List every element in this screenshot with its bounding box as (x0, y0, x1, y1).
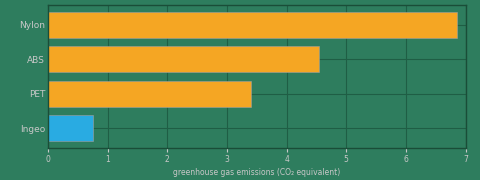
Bar (48, 12, 456, 38)
Bar (48, 81, 251, 107)
X-axis label: greenhouse gas emissions (CO₂ equivalent): greenhouse gas emissions (CO₂ equivalent… (173, 168, 340, 177)
Bar (48, 46, 319, 72)
Bar (48, 115, 93, 141)
